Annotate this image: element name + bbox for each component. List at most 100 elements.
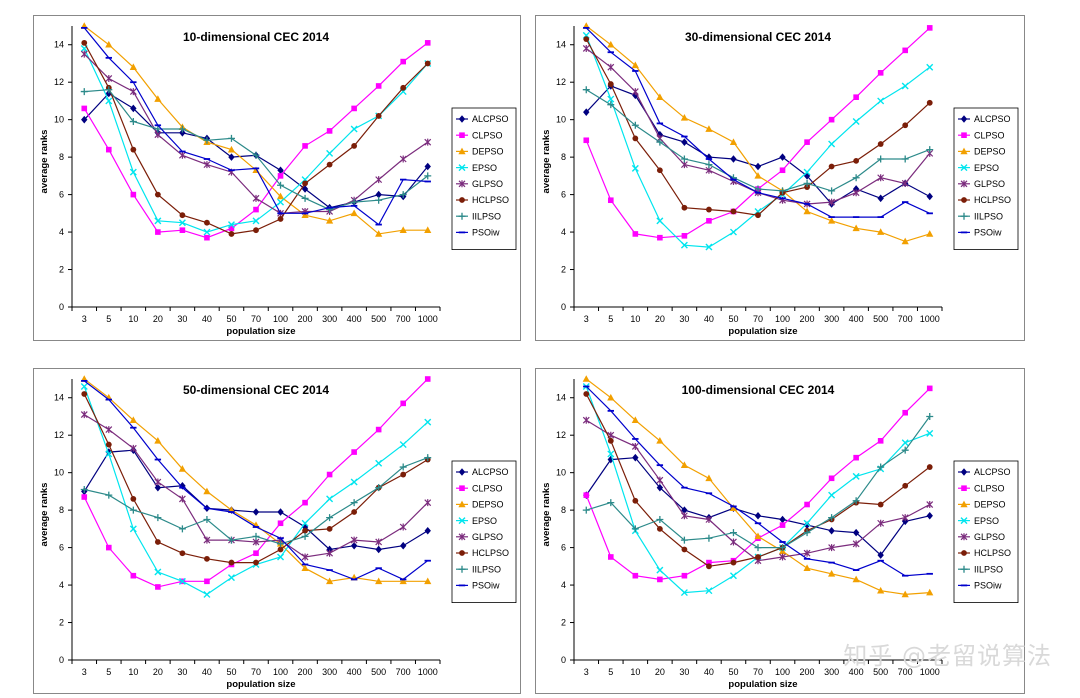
data-point-iilpso — [129, 506, 137, 514]
x-tick-label: 30 — [679, 667, 689, 677]
data-point-depso — [680, 461, 688, 468]
x-tick-label: 500 — [873, 667, 888, 677]
data-point-depso — [105, 40, 113, 48]
legend-label: IILPSO — [974, 211, 1003, 221]
data-point-clpso — [179, 227, 186, 233]
x-tick-label: 1000 — [920, 314, 940, 324]
data-point-glpso — [252, 194, 260, 202]
x-tick-label: 5 — [608, 667, 613, 677]
data-point-clpso — [81, 105, 88, 112]
data-point-epso — [680, 241, 688, 249]
data-point-alcpso — [252, 508, 260, 516]
y-tick-label: 8 — [561, 152, 566, 162]
legend-item: GLPSO — [456, 532, 503, 542]
data-point-clpso — [302, 499, 308, 506]
data-point-iilpso — [877, 155, 885, 163]
chart-svg-100d: 100-dimensional CEC 2014 0 2 4 6 8 10 12 14 3 5 10 2… — [541, 375, 1019, 690]
data-point-hclpso — [154, 539, 161, 545]
x-tick-label: 700 — [396, 314, 411, 324]
series-iilpso — [582, 412, 934, 552]
data-point-epso — [656, 566, 664, 574]
legend-item: IILPSO — [958, 211, 1003, 221]
x-tick-label: 100 — [775, 667, 790, 677]
chart-panel-10d: 10-dimensional CEC 2014 0 2 4 6 8 10 12 14 3 5 10 20… — [33, 15, 521, 341]
data-point-epso — [350, 478, 358, 486]
x-tick-label: 300 — [322, 667, 337, 677]
data-point-clpso — [608, 197, 614, 204]
legend-item: HCLPSO — [456, 195, 509, 205]
data-point-depso — [399, 577, 407, 585]
legend-item: IILPSO — [456, 564, 501, 574]
x-tick-label: 3 — [82, 314, 87, 324]
data-point-alcpso — [926, 511, 933, 520]
data-point-iilpso — [424, 454, 432, 462]
data-point-glpso — [375, 538, 383, 546]
chart-panel-50d: 50-dimensional CEC 2014 0 2 4 6 8 10 12 14 3 5 10 20… — [33, 368, 521, 694]
data-point-alcpso — [681, 138, 688, 146]
y-axis-label: average ranks — [541, 483, 552, 547]
legend-label: IILPSO — [974, 564, 1003, 574]
data-point-hclpso — [253, 559, 259, 566]
legend-marker-iilpso — [458, 565, 466, 573]
data-point-iilpso — [631, 525, 639, 533]
data-point-clpso — [155, 229, 161, 235]
data-point-hclpso — [583, 36, 590, 43]
chart-title: 30-dimensional CEC 2014 — [685, 30, 831, 44]
data-point-depso — [631, 61, 639, 69]
data-point-alcpso — [375, 545, 382, 554]
data-point-clpso — [228, 225, 235, 232]
data-point-epso — [227, 574, 235, 582]
legend-marker-glpso — [458, 180, 466, 188]
data-point-clpso — [130, 572, 137, 579]
x-tick-label: 300 — [322, 314, 337, 324]
data-point-glpso — [877, 519, 885, 527]
data-point-clpso — [828, 116, 835, 123]
data-point-depso — [680, 113, 688, 121]
x-tick-label: 20 — [153, 667, 163, 677]
legend-item: ALCPSO — [456, 467, 509, 477]
data-point-clpso — [706, 559, 712, 566]
legend-item: DEPSO — [958, 500, 1006, 510]
data-point-alcpso — [277, 166, 284, 175]
legend-item: HCLPSO — [958, 548, 1011, 558]
data-point-hclpso — [755, 212, 761, 219]
legend-item: EPSO — [958, 163, 999, 173]
y-tick-label: 2 — [59, 265, 64, 275]
data-point-hclpso — [902, 482, 909, 489]
data-point-depso — [729, 504, 738, 512]
x-tick-label: 1000 — [920, 667, 940, 677]
x-axis-label: population size — [226, 326, 295, 337]
x-tick-label: 50 — [728, 667, 738, 677]
x-tick-label: 700 — [898, 667, 913, 677]
data-point-alcpso — [877, 194, 884, 203]
data-point-hclpso — [277, 216, 284, 222]
legend-marker-alcpso — [960, 468, 968, 476]
legend-label: DEPSO — [974, 500, 1006, 510]
data-point-clpso — [828, 475, 835, 482]
data-point-epso — [105, 450, 113, 458]
legend-item: HCLPSO — [958, 195, 1011, 205]
data-point-epso — [705, 587, 713, 595]
legend-marker-clpso — [961, 132, 967, 138]
series-line-hclpso — [83, 42, 429, 235]
x-tick-label: 70 — [753, 314, 763, 324]
series-clpso — [81, 376, 431, 590]
data-point-depso — [926, 588, 934, 596]
data-point-hclpso — [607, 81, 614, 87]
data-point-hclpso — [681, 204, 688, 211]
data-point-epso — [375, 459, 383, 467]
data-point-clpso — [155, 584, 161, 590]
legend-item: GLPSO — [958, 179, 1005, 189]
chart-svg-30d: 30-dimensional CEC 2014 0 2 4 6 8 10 12 14 3 5 10 20… — [541, 22, 1019, 337]
data-point-hclpso — [326, 161, 333, 168]
data-point-iilpso — [203, 516, 211, 523]
x-tick-label: 700 — [396, 667, 411, 677]
data-point-hclpso — [926, 99, 933, 106]
legend-label: PSOiw — [472, 581, 500, 591]
data-point-epso — [277, 553, 285, 561]
data-point-epso — [828, 140, 836, 148]
data-point-hclpso — [81, 39, 88, 46]
data-point-depso — [326, 577, 334, 585]
chart-title: 100-dimensional CEC 2014 — [682, 383, 835, 397]
y-tick-label: 10 — [54, 468, 64, 478]
